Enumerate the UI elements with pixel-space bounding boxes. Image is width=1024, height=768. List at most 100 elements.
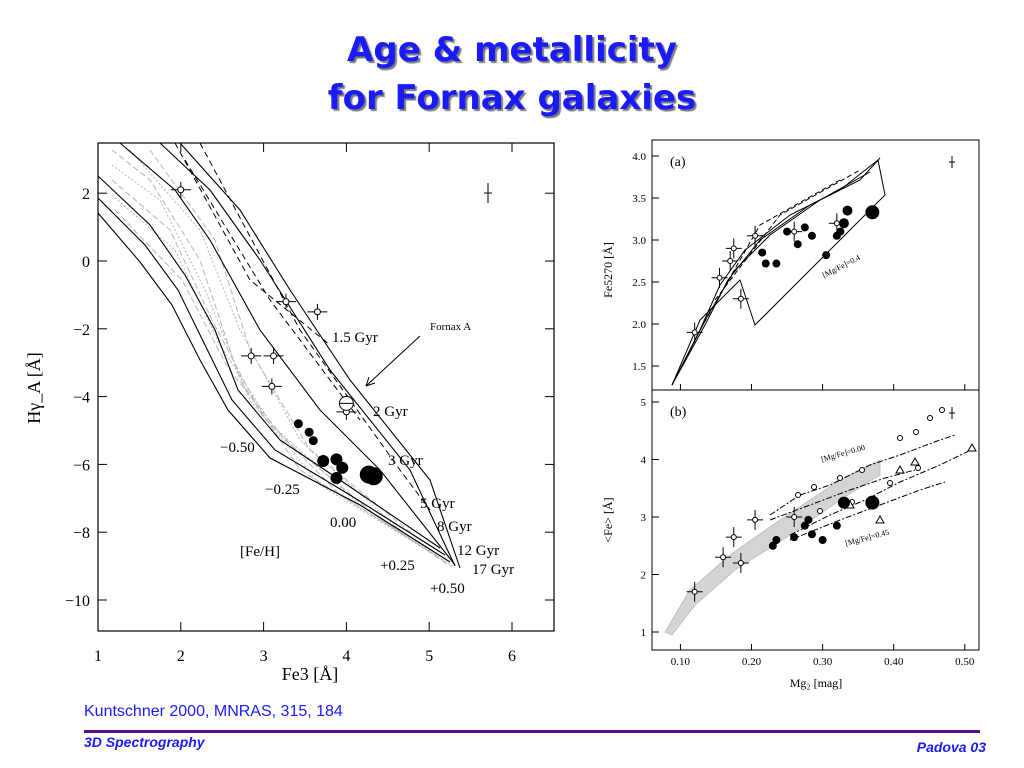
panel-a-open-point xyxy=(691,329,698,336)
panel-b-open-point xyxy=(730,534,737,541)
panel-a-ticks: 4.0 3.5 3.0 2.5 2.0 1.5 xyxy=(632,151,966,390)
panel-b-ticks: 5 4 3 2 1 0.10 0.20 0.30 0.40 0.50 xyxy=(641,397,975,668)
panel-b-y-tick-label: 5 xyxy=(641,397,647,409)
model-metallicity-line xyxy=(97,175,441,549)
panel-b-model-marker xyxy=(817,508,823,514)
panel-b-model-marker xyxy=(887,480,893,486)
left-x-tick-label: 2 xyxy=(177,648,185,665)
panel-b-data-point xyxy=(837,496,850,509)
panel-b-y-axis-label: <Fe> [Å] xyxy=(601,497,615,542)
left-y-tick-label: −4 xyxy=(73,390,90,407)
panel-b-x-tick-label: 0.30 xyxy=(813,656,833,668)
age-label-3: 3 Gyr xyxy=(388,453,423,469)
model-track-grey xyxy=(149,149,421,541)
left-open-point xyxy=(313,308,321,316)
age-label-5: 5 Gyr xyxy=(420,496,455,512)
panel-b-x-tick-label: 0.40 xyxy=(884,656,904,668)
left-open-point xyxy=(282,298,290,306)
fornax-a-label: Fornax A xyxy=(430,321,471,333)
footer-rule xyxy=(84,730,980,733)
panel-b-model-marker xyxy=(939,407,945,413)
panel-b-frame xyxy=(651,389,980,651)
left-chart: 1 2 3 4 5 6 2 0 −2 −4 −6 −8 −10 Fe3 [Å] Hγ_A [Å] 1.5… xyxy=(24,142,555,684)
left-x-tick-label: 6 xyxy=(508,648,516,665)
panel-b-data-point xyxy=(800,521,809,530)
panel-a-open-point xyxy=(791,228,798,235)
fornax-a-arrow-shaft xyxy=(365,335,421,387)
panel-a-data-point xyxy=(842,205,853,216)
panel-a-data-point xyxy=(783,227,792,236)
panel-a-y-tick-label: 3.5 xyxy=(632,193,646,205)
panel-a-data-point xyxy=(822,251,831,260)
panel-b-model-marker xyxy=(795,492,801,498)
panel-b-models xyxy=(664,407,977,636)
panel-b-data-point xyxy=(832,521,841,530)
panel-a-open-point xyxy=(727,258,734,264)
panel-a-data-point xyxy=(807,231,816,240)
metallicity-label-p050: +0.50 xyxy=(430,581,465,597)
panel-a-data-point xyxy=(838,218,849,229)
panel-b-x-axis-label: Mg₂ [mag] xyxy=(790,676,843,690)
panel-b-model-marker xyxy=(897,435,903,441)
panel-b-open-point xyxy=(720,554,727,561)
left-data-point xyxy=(330,471,343,484)
panel-a-open-point xyxy=(752,232,759,239)
panel-b-y-tick-label: 3 xyxy=(641,512,647,524)
panel-b-model-marker xyxy=(913,429,919,435)
panel-a-y-tick-label: 4.0 xyxy=(632,151,646,163)
panel-b-open-point xyxy=(691,588,698,595)
panel-a-open-point xyxy=(737,295,744,302)
age-label-12: 12 Gyr xyxy=(457,543,499,559)
left-data-point xyxy=(304,427,314,437)
metallicity-label-p025: +0.25 xyxy=(380,558,415,574)
panel-b-data-point xyxy=(790,533,799,542)
panel-a-model-dashed xyxy=(714,169,861,301)
footer-left-text: 3D Spectrography xyxy=(84,734,205,750)
left-data-point xyxy=(308,436,318,446)
panel-a-data-point xyxy=(793,240,802,249)
left-y-tick-label: −8 xyxy=(73,525,90,542)
panel-a-data-point xyxy=(865,205,880,220)
panel-b-data-point xyxy=(807,530,816,539)
left-axis-ticks: 1 2 3 4 5 6 2 0 −2 −4 −6 −8 −10 xyxy=(65,143,554,665)
left-data-point xyxy=(364,467,383,486)
left-chart-marks xyxy=(170,181,492,486)
left-x-tick-label: 1 xyxy=(94,648,102,665)
panel-a-model-line xyxy=(671,157,881,386)
panel-b-open-point xyxy=(752,516,759,523)
panel-a-data-point xyxy=(758,248,767,257)
panel-b-open-point xyxy=(791,514,798,520)
panel-a-data-point xyxy=(772,259,781,268)
metallicity-label-000: 0.00 xyxy=(330,515,356,531)
right-chart-b: 5 4 3 2 1 0.10 0.20 0.30 0.40 0.50 (b) <Fe> [Å] M… xyxy=(601,389,980,690)
panel-b-annotation-mgfe-000: [Mg/Fe]=0.00 xyxy=(820,443,866,464)
footer-right-text: Padova 03 xyxy=(916,739,986,755)
age-label-17: 17 Gyr xyxy=(472,562,514,578)
panel-b-model-marker xyxy=(837,475,843,481)
left-data-point xyxy=(336,461,349,474)
panel-b-model-line xyxy=(769,469,916,521)
left-y-axis-label: Hγ_A [Å] xyxy=(24,352,44,423)
slide-title-line-1: Age & metallicity xyxy=(347,30,677,70)
left-y-tick-label: 0 xyxy=(82,254,90,271)
panel-a-label: (a) xyxy=(670,155,686,170)
model-track-grey xyxy=(111,164,431,553)
slide-title-line-2: for Fornax galaxies xyxy=(327,78,697,118)
model-metallicity-line xyxy=(159,142,456,567)
left-x-tick-label: 3 xyxy=(260,648,268,665)
panel-b-triangle-marker xyxy=(910,456,920,466)
panel-a-y-tick-label: 2.0 xyxy=(632,319,646,331)
panel-b-data-point xyxy=(768,541,777,550)
panel-a-data-point xyxy=(836,227,845,236)
panel-b-triangle-marker xyxy=(895,464,905,474)
panel-a-data-point xyxy=(761,259,770,268)
panel-a-y-axis-label: Fe5270 [Å] xyxy=(601,242,615,298)
left-data-point xyxy=(317,455,330,468)
panel-b-y-tick-label: 4 xyxy=(641,455,647,467)
panel-a-y-tick-label: 3.0 xyxy=(632,235,646,247)
panel-a-marks xyxy=(686,156,955,343)
panel-a-open-point xyxy=(716,274,723,281)
metallicity-label-m025: −0.25 xyxy=(265,482,300,498)
left-y-tick-label: 2 xyxy=(82,186,90,203)
panel-b-y-tick-label: 1 xyxy=(641,627,647,639)
